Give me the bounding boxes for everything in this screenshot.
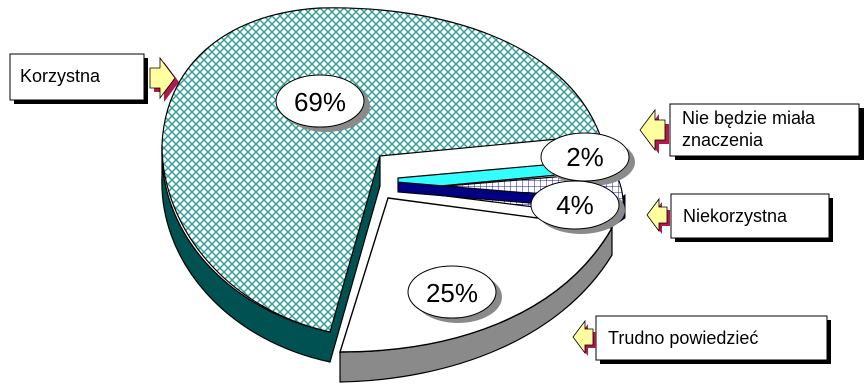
value-label-korzystna: 69% (275, 74, 370, 132)
legend-nie-bedzie: Nie będzie miała znaczenia (639, 103, 864, 160)
arrow-left-icon (646, 197, 670, 234)
legend-niekorzystna-text: Niekorzystna (683, 206, 788, 226)
legend-nie-bedzie-text-1: Nie będzie miała (682, 108, 816, 128)
arrow-left-icon (639, 108, 669, 154)
value-label-nie-bedzie: 2% (540, 132, 635, 186)
value-label-trudno: 25% (407, 265, 502, 323)
legend-trudno: Trudno powiedzieć (572, 315, 831, 364)
legend-niekorzystna: Niekorzystna (646, 193, 833, 242)
value-label-niekorzystna: 4% (530, 180, 625, 234)
arrow-left-icon (572, 319, 596, 356)
arrow-right-icon (149, 56, 179, 102)
legend-trudno-text: Trudno powiedzieć (608, 328, 758, 348)
value-text-trudno: 25% (426, 278, 478, 308)
legend-korzystna: Korzystna (9, 53, 179, 104)
value-text-korzystna: 69% (294, 87, 346, 117)
slice-korzystna (161, 7, 601, 333)
legend-korzystna-text: Korzystna (20, 66, 101, 86)
legend-nie-bedzie-text-2: znaczenia (682, 130, 764, 150)
value-text-niekorzystna: 4% (556, 190, 594, 220)
value-text-nie-bedzie: 2% (566, 142, 604, 172)
